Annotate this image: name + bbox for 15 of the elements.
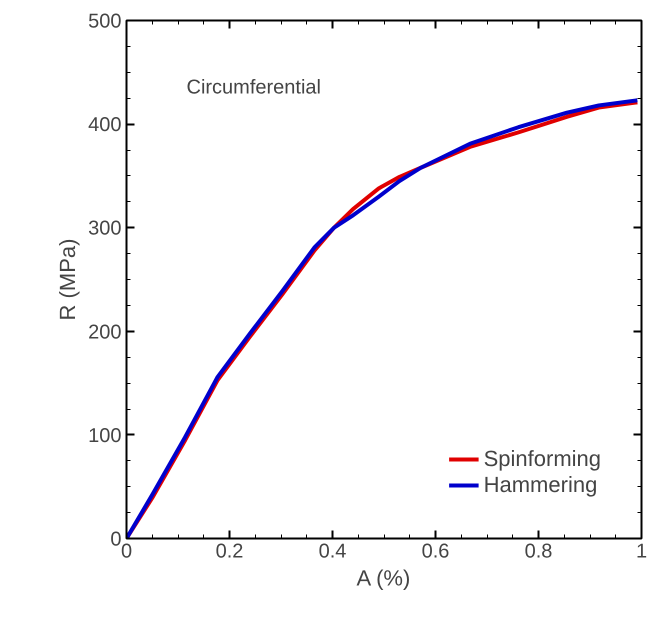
y-tick-label: 500 xyxy=(88,10,122,32)
x-tick-label: 0.8 xyxy=(524,540,552,562)
x-tick-label: 0.4 xyxy=(318,540,346,562)
y-tick-label: 100 xyxy=(88,424,122,447)
x-tick-label: 0.2 xyxy=(216,540,244,562)
annotation: Circumferential xyxy=(186,76,321,98)
x-tick-label: 0.6 xyxy=(422,540,450,562)
legend-label: Hammering xyxy=(484,472,598,498)
legend-label: Spinforming xyxy=(484,446,601,472)
y-axis-title: R (MPa) xyxy=(55,238,80,320)
y-tick-label: 200 xyxy=(88,321,122,344)
y-tick-label: 300 xyxy=(88,218,122,240)
x-tick-label: 1 xyxy=(636,540,648,562)
y-tick-label: 400 xyxy=(88,114,122,136)
x-axis-title: A (%) xyxy=(356,566,410,590)
